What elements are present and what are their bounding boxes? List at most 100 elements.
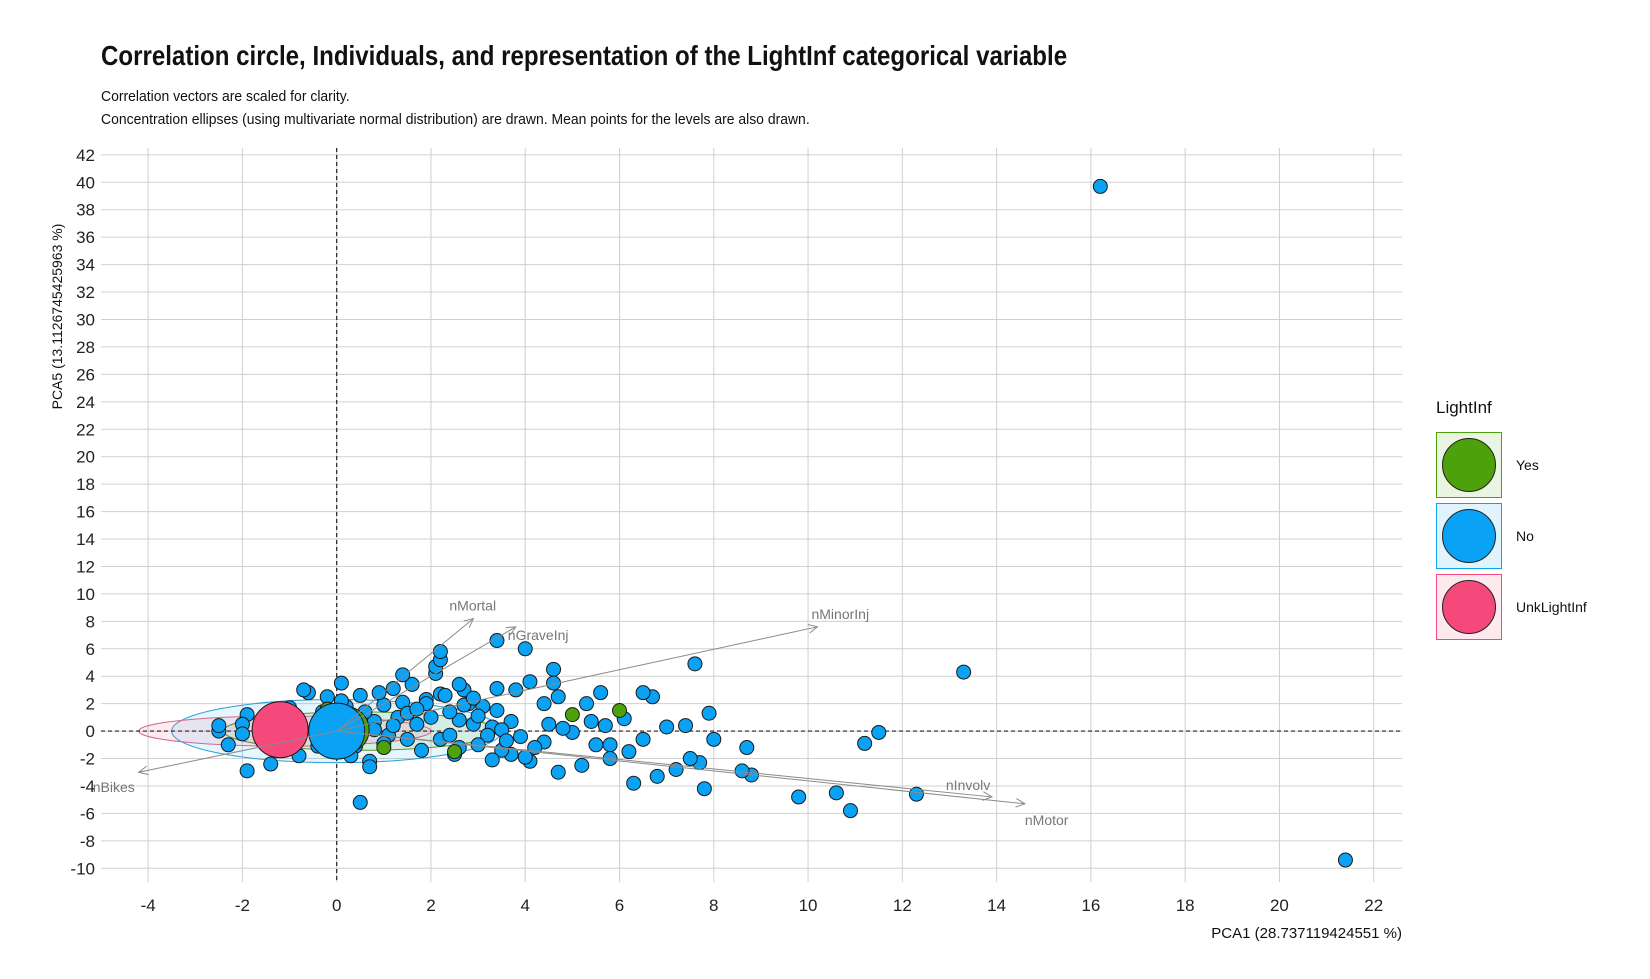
y-tick-label: 36 xyxy=(76,228,95,247)
y-tick-label: 16 xyxy=(76,503,95,522)
vector-nmotor xyxy=(336,730,1025,805)
data-point-no xyxy=(522,674,538,690)
data-point-no xyxy=(296,682,312,698)
data-point-no xyxy=(635,731,651,747)
data-point-no xyxy=(503,713,519,729)
y-tick-label: 2 xyxy=(86,695,95,714)
data-point-no xyxy=(352,794,368,810)
data-point-no xyxy=(597,718,613,734)
legend-dot-no xyxy=(1442,508,1496,563)
y-tick-label: 12 xyxy=(76,557,95,576)
y-tick-label: 14 xyxy=(76,530,95,549)
data-point-no xyxy=(706,731,722,747)
vector-nmortal xyxy=(336,618,474,732)
y-tick-label: 10 xyxy=(76,585,95,604)
data-point-no xyxy=(956,664,972,680)
y-tick-label: 38 xyxy=(76,201,95,220)
y-tick-label: 42 xyxy=(76,146,95,165)
vector-nminorinj xyxy=(336,626,818,732)
data-point-no xyxy=(1092,178,1108,194)
vector-arrowhead-nminorinj xyxy=(807,623,819,634)
data-point-no xyxy=(484,752,500,768)
data-point-no xyxy=(211,718,227,734)
data-point-no xyxy=(659,719,675,735)
data-point-no xyxy=(239,763,255,779)
data-point-yes xyxy=(564,707,580,723)
data-point-no xyxy=(395,667,411,683)
data-point-no xyxy=(546,661,562,677)
data-point-no xyxy=(517,749,533,765)
y-tick-label: -2 xyxy=(80,750,95,769)
y-tick-label: -8 xyxy=(80,832,95,851)
data-point-no xyxy=(1337,852,1353,868)
vector-nbikes xyxy=(138,730,337,773)
data-point-no xyxy=(489,681,505,697)
data-point-no xyxy=(579,696,595,712)
data-point-no xyxy=(678,718,694,734)
data-point-no xyxy=(541,716,557,732)
legend-label-yes: Yes xyxy=(1516,456,1539,473)
y-tick-label: 6 xyxy=(86,640,95,659)
legend-key-unklightinf xyxy=(1436,573,1502,640)
data-point-no xyxy=(649,768,665,784)
data-point-no xyxy=(385,681,401,697)
vector-label-nbikes: nBikes xyxy=(93,779,135,795)
y-tick-label: 20 xyxy=(76,448,95,467)
data-point-no xyxy=(442,727,458,743)
legend-label-no: No xyxy=(1516,527,1534,544)
y-tick-label: -4 xyxy=(80,777,95,796)
data-point-no xyxy=(508,682,524,698)
legend-title: LightInf xyxy=(1436,398,1492,417)
data-point-no xyxy=(480,727,496,743)
vector-arrowhead-nmortal xyxy=(463,617,475,628)
data-point-no xyxy=(451,676,467,692)
data-point-no xyxy=(414,742,430,758)
y-tick-label: 28 xyxy=(76,338,95,357)
data-point-no xyxy=(550,689,566,705)
x-tick-label: 2 xyxy=(426,896,435,915)
chart-subtitle-line-2: Concentration ellipses (using multivaria… xyxy=(101,111,810,128)
data-point-no xyxy=(739,740,755,756)
x-tick-label: 8 xyxy=(709,896,718,915)
data-point-no xyxy=(489,703,505,719)
data-point-no xyxy=(513,729,529,745)
x-tick-label: 6 xyxy=(615,896,624,915)
data-point-no xyxy=(451,712,467,728)
data-point-no xyxy=(857,735,873,751)
data-point-yes xyxy=(447,744,463,760)
x-tick-label: -4 xyxy=(141,896,156,915)
data-point-no xyxy=(626,775,642,791)
y-tick-label: 26 xyxy=(76,365,95,384)
vector-label-ngraveinj: nGraveInj xyxy=(508,627,569,643)
chart-subtitle-line-1: Correlation vectors are scaled for clari… xyxy=(101,88,350,105)
data-point-no xyxy=(333,675,349,691)
data-point-no xyxy=(220,737,236,753)
data-point-no xyxy=(263,756,279,772)
legend-dot-unklightinf xyxy=(1442,579,1496,634)
x-tick-label: 12 xyxy=(893,896,912,915)
data-point-no xyxy=(593,685,609,701)
data-point-no xyxy=(871,724,887,740)
y-tick-label: 22 xyxy=(76,420,95,439)
mean-point-unklightinf xyxy=(251,701,309,759)
vector-ninvolv xyxy=(336,730,992,798)
vector-arrowhead-nbikes xyxy=(137,765,149,776)
data-point-no xyxy=(555,720,571,736)
legend-item-yes: Yes xyxy=(1436,430,1636,499)
y-tick-label: 34 xyxy=(76,256,95,275)
y-axis-label: PCA5 (13.1126745425963 %) xyxy=(49,224,65,410)
x-tick-label: 0 xyxy=(332,896,341,915)
y-tick-label: 32 xyxy=(76,283,95,302)
data-point-no xyxy=(701,705,717,721)
legend-key-no xyxy=(1436,502,1502,569)
data-point-no xyxy=(362,759,378,775)
data-point-no xyxy=(791,789,807,805)
x-tick-label: 16 xyxy=(1081,896,1100,915)
legend-label-unklightinf: UnkLightInf xyxy=(1516,598,1587,615)
vector-label-nmotor: nMotor xyxy=(1025,812,1069,828)
data-point-yes xyxy=(376,740,392,756)
vector-label-ninvolv: nInvolv xyxy=(946,777,990,793)
x-tick-label: 14 xyxy=(987,896,1006,915)
vector-label-nminorinj: nMinorInj xyxy=(811,606,869,622)
data-point-no xyxy=(517,641,533,657)
